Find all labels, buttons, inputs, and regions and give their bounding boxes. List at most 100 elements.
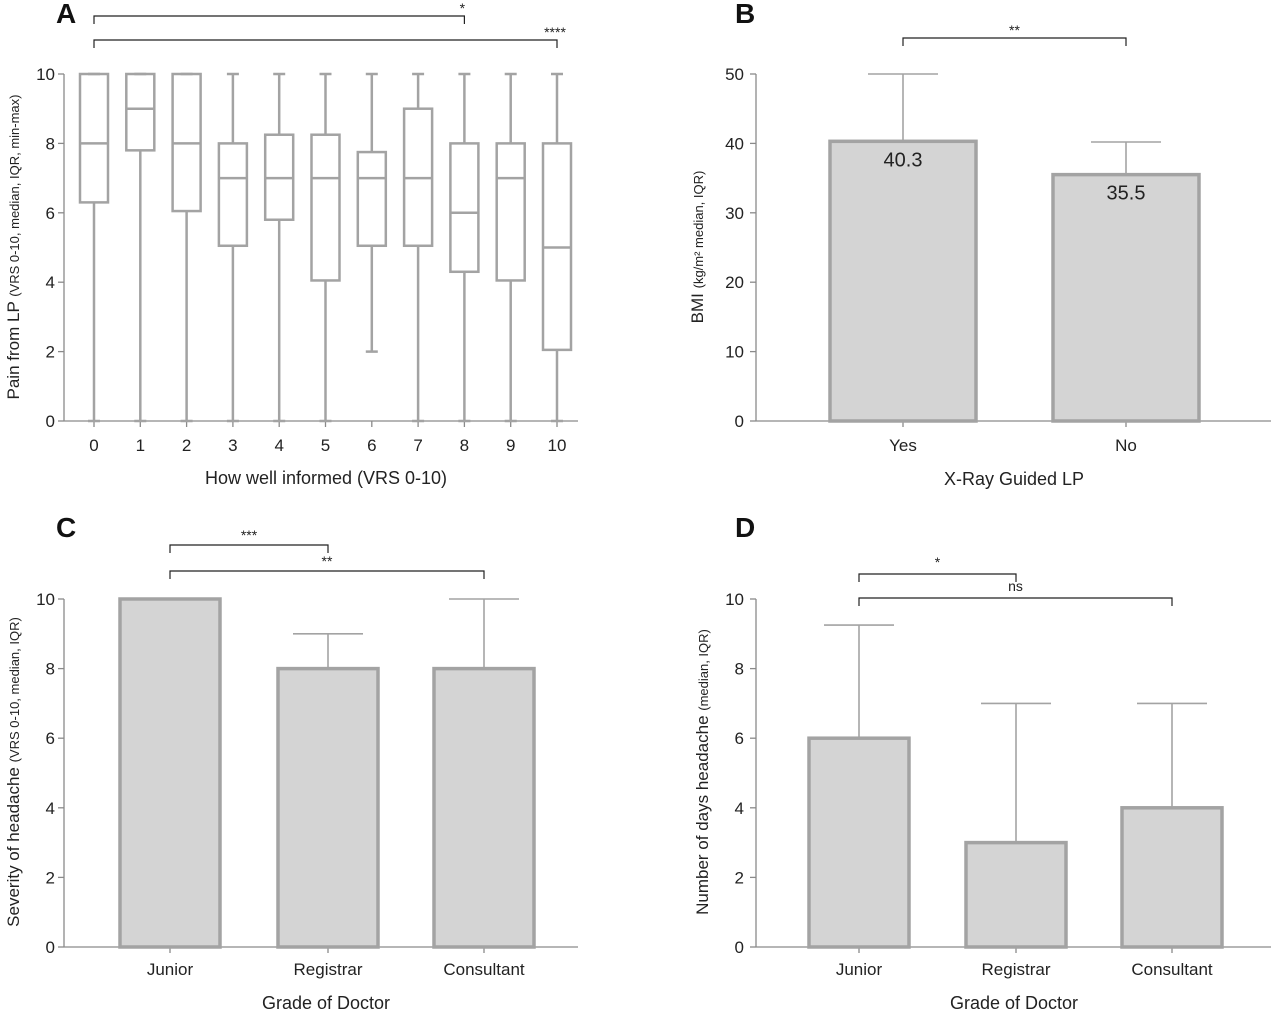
panel-c-y-tick-label: 4 <box>46 799 55 818</box>
panel-d-y-tick-label: 4 <box>735 799 744 818</box>
panel-c-y-axis-label: Severity of headache (VRS 0-10, median, … <box>4 617 23 927</box>
panel-d-significance-label: * <box>935 554 941 570</box>
panel-d-y-tick-label: 10 <box>725 590 744 609</box>
panel-b-y-axis-label: BMI (kg/m² median, IQR) <box>688 171 707 324</box>
panel-a-significance-bracket <box>93 39 558 48</box>
panel-c-significance-bracket <box>169 544 329 553</box>
panel-d-x-tick-label: Registrar <box>982 960 1051 979</box>
panel-c-y-tick-label: 2 <box>46 868 55 887</box>
panel-d: D 0 2 4 6 8 10 Junior Registrar Consultant Grade o… <box>693 512 1271 1011</box>
panel-d-significance-bracket <box>858 573 1017 582</box>
panel-a-y-tick-label: 6 <box>46 204 55 223</box>
panel-a-y-axis-label-main: Pain from LP <box>4 297 23 400</box>
panel-c-y-axis-label-sub: (VRS 0-10, median, IQR) <box>7 617 22 762</box>
panel-b-y-tick-label: 20 <box>725 273 744 292</box>
iqr-box <box>217 142 249 248</box>
iqr-box <box>310 133 341 282</box>
panel-c-y-tick-label: 10 <box>36 590 55 609</box>
panel-a-x-tick-label: 10 <box>548 436 567 455</box>
panel-d-bar <box>964 840 1068 949</box>
panel-b-significance-label: ** <box>1009 22 1020 38</box>
panel-a-x-tick-label: 0 <box>89 436 98 455</box>
panel-a-x-tick-label: 9 <box>506 436 515 455</box>
panel-d-x-tick-label: Junior <box>836 960 883 979</box>
panel-b-y-tick-label: 30 <box>725 204 744 223</box>
panel-a-x-axis-label: How well informed (VRS 0-10) <box>205 468 447 488</box>
panel-b-y-tick-label: 0 <box>735 412 744 431</box>
panel-a-x-tick-label: 6 <box>367 436 376 455</box>
panel-a-y-tick-label: 10 <box>36 65 55 84</box>
panel-a-letter: A <box>56 0 76 29</box>
panel-d-y-axis-label: Number of days headache (median, IQR) <box>693 629 712 915</box>
panel-a-box <box>541 72 573 423</box>
panel-c-x-axis-label: Grade of Doctor <box>262 993 390 1011</box>
panel-a-significance-bracket <box>93 15 465 24</box>
panel-b-x-tick-label: Yes <box>889 436 917 455</box>
iqr-box <box>495 142 526 282</box>
panel-b-significance-bracket <box>902 37 1127 46</box>
panel-b-bar <box>1051 172 1201 423</box>
panel-d-significance-bracket <box>858 597 1173 606</box>
panel-d-y-axis-label-sub: (median, IQR) <box>696 629 711 711</box>
panel-d-bar <box>1120 806 1224 949</box>
panel-b-y-tick-label: 50 <box>725 65 744 84</box>
panel-a: A 0 2 4 6 8 10 0 1 2 3 4 5 6 7 8 9 10 How well informed (V… <box>4 0 578 488</box>
panel-c-y-tick-label: 6 <box>46 729 55 748</box>
panel-b-y-axis-label-sub: (kg/m² median, IQR) <box>691 171 706 289</box>
panel-a-x-tick-label: 3 <box>228 436 237 455</box>
panel-a-x-tick-label: 8 <box>460 436 469 455</box>
panel-c-y-tick-label: 0 <box>46 938 55 957</box>
panel-a-y-tick-label: 2 <box>46 343 55 362</box>
panel-a-significance-label: **** <box>544 24 566 40</box>
panel-c-bar <box>118 597 222 949</box>
panel-d-x-tick-label: Consultant <box>1131 960 1213 979</box>
iqr-box <box>125 72 156 152</box>
panel-d-y-tick-label: 8 <box>735 660 744 679</box>
panel-c-significance-label: ** <box>322 553 333 569</box>
panel-a-y-tick-label: 8 <box>46 134 55 153</box>
panel-a-box <box>449 72 480 423</box>
panel-a-y-axis-label: Pain from LP (VRS 0-10, median, IQR, min… <box>4 95 23 400</box>
panel-c-letter: C <box>56 512 76 543</box>
panel-b-y-tick-label: 10 <box>725 343 744 362</box>
panel-a-x-tick-label: 5 <box>321 436 330 455</box>
panel-a-y-tick-label: 0 <box>46 412 55 431</box>
panel-d-y-tick-label: 6 <box>735 729 744 748</box>
panel-c-y-axis-label-main: Severity of headache <box>4 762 23 926</box>
panel-b-y-axis-label-main: BMI <box>688 288 707 323</box>
panel-c-significance-label: *** <box>241 527 258 543</box>
panel-c-x-tick-label: Junior <box>147 960 194 979</box>
panel-a-x-tick-label: 1 <box>136 436 145 455</box>
panel-b-y-tick-label: 40 <box>725 134 744 153</box>
panel-b-x-tick-label: No <box>1115 436 1137 455</box>
panel-c-x-tick-label: Registrar <box>294 960 363 979</box>
panel-d-y-axis-label-main: Number of days headache <box>693 711 712 915</box>
iqr-box <box>449 142 480 274</box>
panel-a-box <box>78 72 110 423</box>
panel-a-y-axis-label-sub: (VRS 0-10, median, IQR, min-max) <box>7 95 22 297</box>
panel-a-box <box>125 72 156 423</box>
panel-d-significance-label: ns <box>1008 578 1023 594</box>
panel-a-y-tick-label: 4 <box>46 273 55 292</box>
panel-a-box <box>402 72 434 423</box>
panel-a-x-tick-label: 2 <box>182 436 191 455</box>
panel-d-y-tick-label: 0 <box>735 938 744 957</box>
panel-a-box <box>217 72 249 423</box>
panel-a-box <box>310 72 341 423</box>
panel-b-bar <box>828 139 978 423</box>
panel-c-y-tick-label: 8 <box>46 660 55 679</box>
panel-a-x-tick-label: 4 <box>274 436 283 455</box>
panel-b-letter: B <box>735 0 755 29</box>
panel-d-y-tick-label: 2 <box>735 868 744 887</box>
panel-b-bar-value-label: 40.3 <box>884 149 923 171</box>
panel-c-bar <box>276 666 380 949</box>
iqr-box <box>356 150 388 248</box>
panel-b-x-axis-label: X-Ray Guided LP <box>944 469 1084 489</box>
panel-b-bar-value-label: 35.5 <box>1107 183 1146 205</box>
panel-d-bar <box>807 736 911 949</box>
panel-d-x-axis-label: Grade of Doctor <box>950 993 1078 1011</box>
panel-a-x-tick-label: 7 <box>413 436 422 455</box>
panel-a-significance-label: * <box>460 0 466 16</box>
panel-b: B 0 10 20 30 40 50 Yes No X-Ray Guided LP BMI (kg/… <box>688 0 1271 489</box>
